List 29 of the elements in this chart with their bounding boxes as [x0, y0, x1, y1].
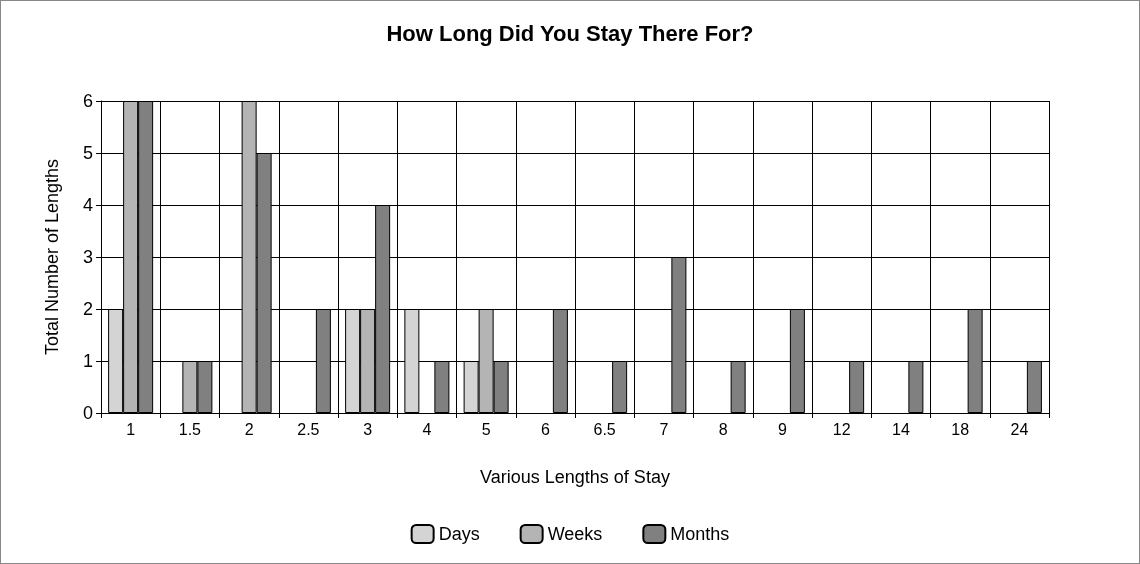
x-tick-label: 1 — [126, 420, 136, 438]
x-tick-label: 8 — [718, 420, 728, 438]
chart-title: How Long Did You Stay There For? — [386, 20, 754, 46]
x-tick-label: 5 — [481, 420, 491, 438]
x-tick-label: 18 — [951, 420, 970, 438]
y-tick-label: 2 — [82, 299, 93, 319]
y-tick-label: 5 — [82, 143, 93, 163]
x-tick-label: 6.5 — [593, 420, 616, 438]
x-tick-label: 2 — [244, 420, 254, 438]
x-tick-label: 3 — [363, 420, 373, 438]
x-axis-title: Various Lengths of Stay — [480, 467, 670, 487]
legend-label: Weeks — [547, 524, 603, 544]
legend-label: Months — [670, 524, 730, 544]
legend-label: Days — [438, 524, 480, 544]
x-tick-label: 6 — [540, 420, 550, 438]
x-tick-label: 4 — [422, 420, 432, 438]
x-tick-label: 2.5 — [297, 420, 320, 438]
y-tick-label: 0 — [82, 403, 93, 423]
x-tick-label: 12 — [832, 420, 851, 438]
y-tick-label: 6 — [82, 91, 93, 111]
x-tick-label: 24 — [1010, 420, 1029, 438]
x-tick-label: 1.5 — [178, 420, 202, 438]
x-tick-label: 7 — [659, 420, 669, 438]
x-tick-label: 9 — [777, 420, 787, 438]
y-tick-label: 4 — [82, 195, 93, 215]
y-tick-label: 1 — [82, 351, 93, 371]
x-tick-label: 14 — [891, 420, 910, 438]
y-tick-label: 3 — [82, 247, 93, 267]
y-axis-title: Total Number of Lengths — [42, 158, 62, 356]
